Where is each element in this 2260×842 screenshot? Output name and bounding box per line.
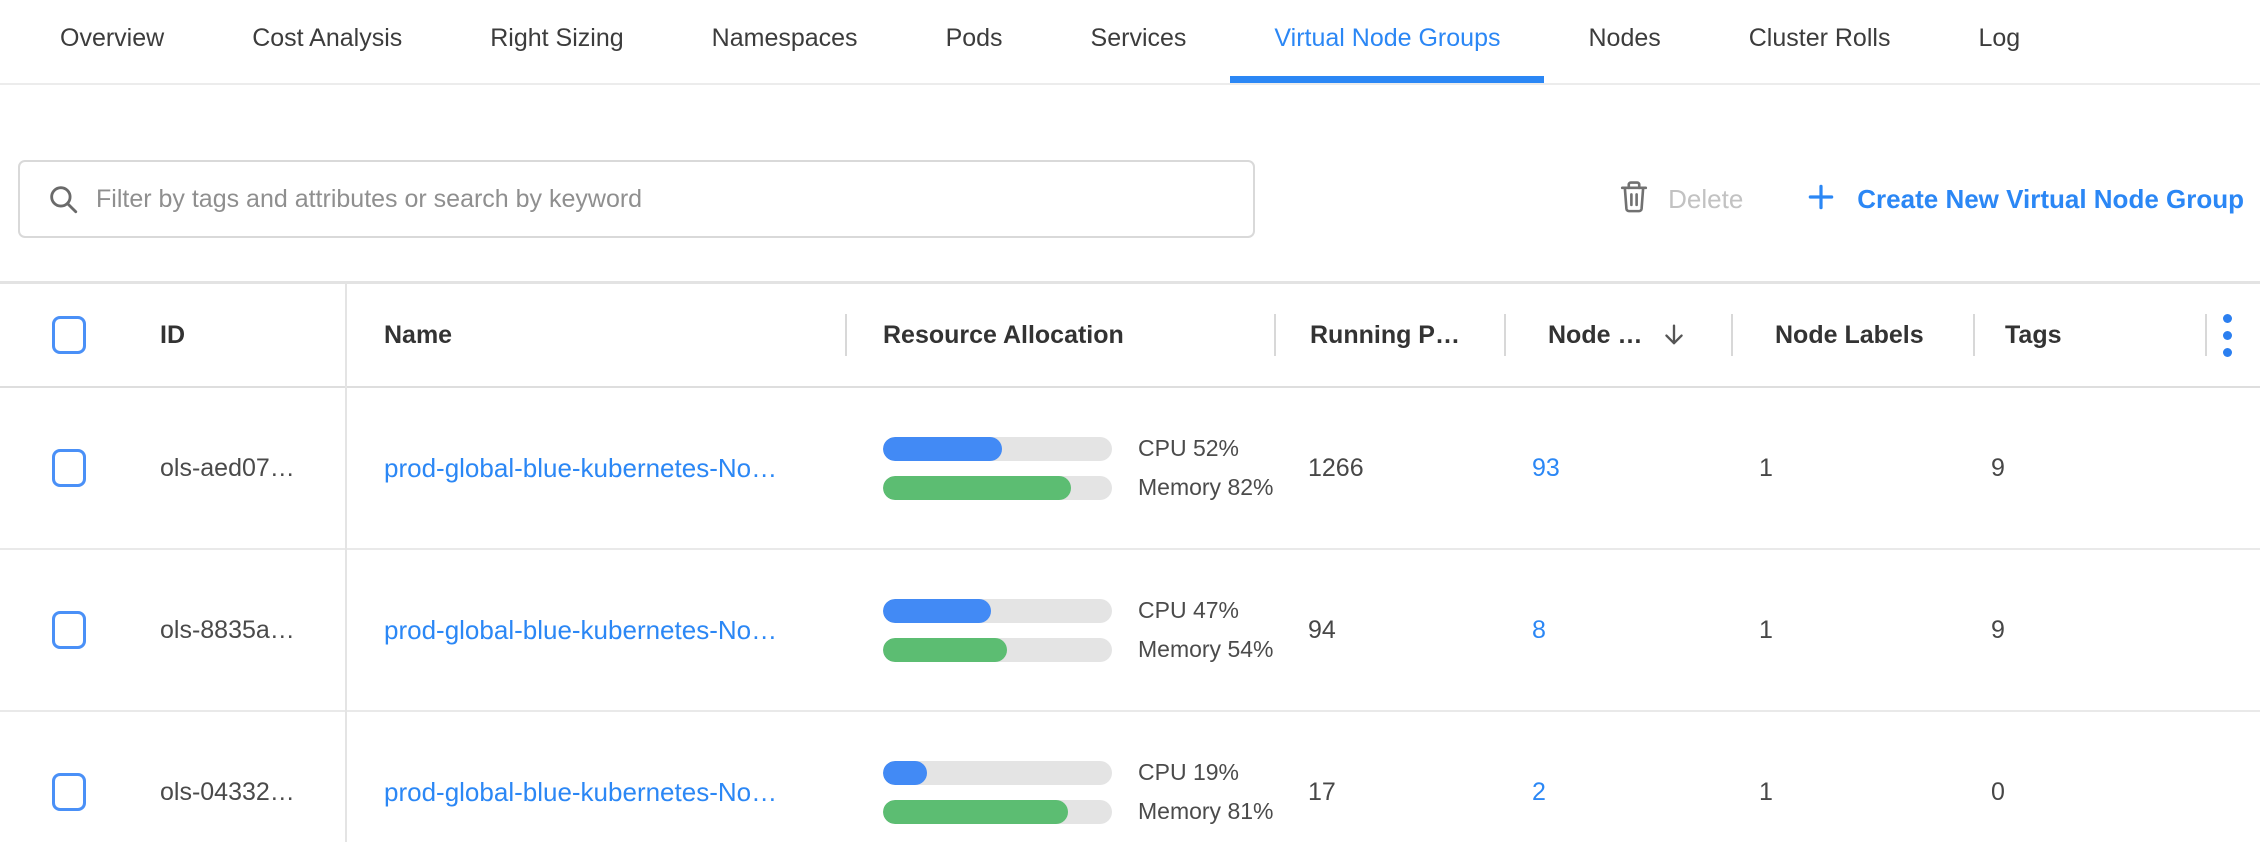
memory-usage-bar	[883, 799, 1112, 824]
nodes-count-cell: 93	[1504, 454, 1731, 483]
tab-services[interactable]: Services	[1090, 23, 1187, 52]
running-pods-count: 1266	[1308, 453, 1364, 482]
memory-usage-label: Memory 54%	[1138, 636, 1274, 662]
column-header-running-pods[interactable]: Running P…	[1274, 284, 1504, 386]
tab-overview[interactable]: Overview	[60, 23, 165, 52]
delete-button[interactable]: Delete	[1618, 180, 1743, 219]
column-settings-kebab-icon[interactable]	[2205, 313, 2232, 357]
tab-cluster-rolls[interactable]: Cluster Rolls	[1748, 23, 1891, 52]
row-checkbox[interactable]	[52, 611, 86, 649]
row-checkbox[interactable]	[52, 773, 86, 811]
running-pods-count: 94	[1308, 615, 1336, 644]
search-icon	[46, 182, 80, 216]
column-header-nodes[interactable]: Node …	[1504, 284, 1731, 386]
node-labels-count: 1	[1759, 453, 1773, 482]
filter-search-box	[18, 160, 1255, 238]
column-header-node-labels[interactable]: Node Labels	[1731, 284, 1973, 386]
row-name-cell: prod-global-blue-kubernetes-No…	[346, 615, 845, 646]
search-input[interactable]	[96, 162, 1253, 236]
row-checkbox-cell	[0, 773, 140, 811]
plus-icon	[1805, 181, 1837, 218]
nodes-count-link[interactable]: 2	[1532, 777, 1546, 806]
header-menu-cell	[2205, 284, 2260, 386]
header-checkbox-cell	[0, 284, 140, 386]
memory-usage-label: Memory 81%	[1138, 798, 1274, 824]
table-row: ols-8835a… prod-global-blue-kubernetes-N…	[0, 550, 2260, 712]
frozen-column-divider	[345, 284, 347, 842]
column-header-nodes-label: Node …	[1548, 320, 1643, 349]
row-checkbox[interactable]	[52, 449, 86, 487]
tab-namespaces[interactable]: Namespaces	[711, 23, 858, 52]
tab-pods[interactable]: Pods	[945, 23, 1003, 52]
tags-count: 0	[1991, 777, 2005, 806]
cpu-usage-bar	[883, 760, 1112, 785]
tab-cost-analysis[interactable]: Cost Analysis	[252, 23, 403, 52]
tab-bar: Overview Cost Analysis Right Sizing Name…	[0, 0, 2260, 85]
resource-allocation-cell: CPU 19% Memory 81%	[845, 759, 1274, 825]
row-name-cell: prod-global-blue-kubernetes-No…	[346, 453, 845, 484]
column-header-id[interactable]: ID	[160, 320, 185, 349]
table-row: ols-04332… prod-global-blue-kubernetes-N…	[0, 712, 2260, 842]
tab-nodes[interactable]: Nodes	[1588, 23, 1661, 52]
memory-usage-label: Memory 82%	[1138, 474, 1274, 500]
tab-virtual-node-groups[interactable]: Virtual Node Groups	[1230, 0, 1545, 83]
toolbar: Delete Create New Virtual Node Group	[0, 85, 2260, 281]
nodes-count-link[interactable]: 93	[1532, 453, 1560, 482]
row-checkbox-cell	[0, 449, 140, 487]
column-header-name[interactable]: Name	[384, 320, 453, 349]
delete-label: Delete	[1668, 183, 1744, 214]
tab-log[interactable]: Log	[1978, 23, 2021, 52]
nodes-count-link[interactable]: 8	[1532, 615, 1546, 644]
resource-allocation-cell: CPU 47% Memory 54%	[845, 597, 1274, 663]
sort-desc-arrow-icon[interactable]	[1660, 321, 1688, 349]
virtual-node-groups-table: ID Name Resource Allocation Running P… N…	[0, 281, 2260, 842]
row-id: ols-04332…	[160, 777, 295, 806]
column-header-tags[interactable]: Tags	[1973, 284, 2205, 386]
create-label: Create New Virtual Node Group	[1857, 183, 2244, 214]
row-name-cell: prod-global-blue-kubernetes-No…	[346, 777, 845, 808]
row-checkbox-cell	[0, 611, 140, 649]
cpu-usage-bar	[883, 598, 1112, 623]
nodes-count-cell: 8	[1504, 616, 1731, 645]
column-header-resource-allocation[interactable]: Resource Allocation	[845, 284, 1274, 386]
tab-right-sizing[interactable]: Right Sizing	[490, 23, 624, 52]
tags-count: 9	[1991, 453, 2005, 482]
running-pods-count: 17	[1308, 777, 1336, 806]
cpu-usage-label: CPU 19%	[1138, 759, 1239, 785]
table-header-row: ID Name Resource Allocation Running P… N…	[0, 284, 2260, 388]
tags-count: 9	[1991, 615, 2005, 644]
node-group-name-link[interactable]: prod-global-blue-kubernetes-No…	[384, 452, 778, 483]
table-row: ols-aed07… prod-global-blue-kubernetes-N…	[0, 388, 2260, 550]
nodes-count-cell: 2	[1504, 778, 1731, 807]
memory-usage-bar	[883, 637, 1112, 662]
resource-allocation-cell: CPU 52% Memory 82%	[845, 435, 1274, 501]
node-group-name-link[interactable]: prod-global-blue-kubernetes-No…	[384, 614, 778, 645]
node-group-name-link[interactable]: prod-global-blue-kubernetes-No…	[384, 776, 778, 807]
node-labels-count: 1	[1759, 615, 1773, 644]
trash-icon	[1618, 180, 1650, 219]
create-virtual-node-group-button[interactable]: Create New Virtual Node Group	[1805, 181, 2244, 218]
row-id: ols-8835a…	[160, 615, 295, 644]
memory-usage-bar	[883, 475, 1112, 500]
node-labels-count: 1	[1759, 777, 1773, 806]
toolbar-actions: Delete Create New Virtual Node Group	[1618, 160, 2244, 238]
row-id: ols-aed07…	[160, 453, 295, 482]
cpu-usage-label: CPU 47%	[1138, 597, 1239, 623]
cpu-usage-label: CPU 52%	[1138, 435, 1239, 461]
select-all-checkbox[interactable]	[52, 316, 86, 354]
cpu-usage-bar	[883, 436, 1112, 461]
